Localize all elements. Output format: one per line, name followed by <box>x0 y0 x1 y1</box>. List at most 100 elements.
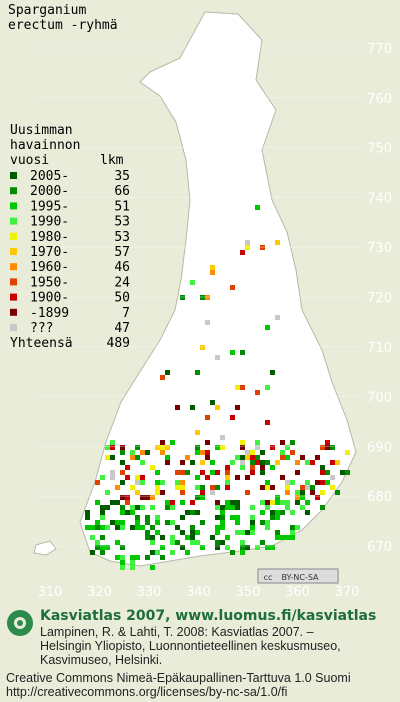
occurrence-square <box>275 535 280 540</box>
occurrence-square <box>295 525 300 530</box>
occurrence-square <box>200 485 205 490</box>
occurrence-square <box>215 530 220 535</box>
occurrence-square <box>145 450 150 455</box>
occurrence-square <box>150 505 155 510</box>
occurrence-square <box>225 465 230 470</box>
occurrence-square <box>160 445 165 450</box>
occurrence-square <box>210 485 215 490</box>
occurrence-square <box>145 535 150 540</box>
occurrence-square <box>205 295 210 300</box>
occurrence-square <box>150 535 155 540</box>
occurrence-square <box>245 490 250 495</box>
occurrence-square <box>115 520 120 525</box>
occurrence-square <box>200 295 205 300</box>
occurrence-square <box>235 385 240 390</box>
legend-count: 51 <box>114 199 130 214</box>
occurrence-square <box>100 475 105 480</box>
occurrence-square <box>110 475 115 480</box>
badge-text: BY-NC-SA <box>281 573 319 582</box>
occurrence-square <box>90 550 95 555</box>
occurrence-square <box>135 520 140 525</box>
occurrence-square <box>280 510 285 515</box>
x-grid-label: 310 <box>38 585 63 600</box>
occurrence-square <box>95 480 100 485</box>
occurrence-square <box>215 545 220 550</box>
occurrence-square <box>225 535 230 540</box>
occurrence-square <box>295 490 300 495</box>
occurrence-square <box>215 540 220 545</box>
legend-count: 46 <box>114 260 130 275</box>
occurrence-square <box>195 450 200 455</box>
occurrence-square <box>260 245 265 250</box>
occurrence-square <box>270 485 275 490</box>
occurrence-square <box>225 475 230 480</box>
occurrence-square <box>110 445 115 450</box>
occurrence-square <box>250 505 255 510</box>
occurrence-square <box>255 205 260 210</box>
occurrence-square <box>115 500 120 505</box>
occurrence-square <box>285 480 290 485</box>
occurrence-square <box>270 545 275 550</box>
occurrence-square <box>185 455 190 460</box>
occurrence-square <box>200 450 205 455</box>
occurrence-square <box>260 460 265 465</box>
occurrence-square <box>210 535 215 540</box>
occurrence-square <box>170 520 175 525</box>
legend-count: 7 <box>122 306 130 321</box>
title: Sparganium erectum -ryhmä <box>8 3 118 33</box>
occurrence-square <box>235 530 240 535</box>
occurrence-square <box>180 485 185 490</box>
occurrence-square <box>290 450 295 455</box>
y-grid-label: 690 <box>367 440 392 455</box>
occurrence-square <box>300 505 305 510</box>
occurrence-square <box>320 480 325 485</box>
citation: Kasvimuseo, Helsinki. <box>40 653 162 667</box>
occurrence-square <box>260 485 265 490</box>
occurrence-square <box>100 515 105 520</box>
occurrence-square <box>155 480 160 485</box>
occurrence-square <box>180 490 185 495</box>
occurrence-square <box>280 500 285 505</box>
occurrence-square <box>175 525 180 530</box>
occurrence-square <box>235 500 240 505</box>
x-grid-label: 320 <box>87 585 112 600</box>
occurrence-square <box>280 450 285 455</box>
occurrence-square <box>130 510 135 515</box>
occurrence-square <box>270 370 275 375</box>
occurrence-square <box>285 535 290 540</box>
occurrence-square <box>160 375 165 380</box>
occurrence-square <box>315 480 320 485</box>
occurrence-square <box>195 530 200 535</box>
occurrence-square <box>140 460 145 465</box>
occurrence-square <box>290 480 295 485</box>
occurrence-square <box>110 500 115 505</box>
y-grid-label: 750 <box>367 142 392 157</box>
x-grid-label: 350 <box>236 585 261 600</box>
occurrence-square <box>305 460 310 465</box>
occurrence-square <box>150 565 155 570</box>
occurrence-square <box>190 280 195 285</box>
occurrence-square <box>125 510 130 515</box>
occurrence-square <box>120 480 125 485</box>
occurrence-square <box>240 440 245 445</box>
occurrence-square <box>120 450 125 455</box>
occurrence-square <box>130 505 135 510</box>
occurrence-square <box>285 505 290 510</box>
occurrence-square <box>165 505 170 510</box>
occurrence-square <box>195 430 200 435</box>
occurrence-square <box>265 525 270 530</box>
occurrence-square <box>195 495 200 500</box>
occurrence-square <box>135 445 140 450</box>
occurrence-square <box>240 250 245 255</box>
occurrence-square <box>95 540 100 545</box>
occurrence-square <box>180 515 185 520</box>
occurrence-square <box>120 510 125 515</box>
occurrence-square <box>290 530 295 535</box>
occurrence-square <box>170 550 175 555</box>
occurrence-square <box>205 455 210 460</box>
occurrence-square <box>225 505 230 510</box>
occurrence-square <box>240 455 245 460</box>
legend-total-label: Yhteensä <box>10 336 73 351</box>
occurrence-square <box>120 560 125 565</box>
occurrence-square <box>290 510 295 515</box>
